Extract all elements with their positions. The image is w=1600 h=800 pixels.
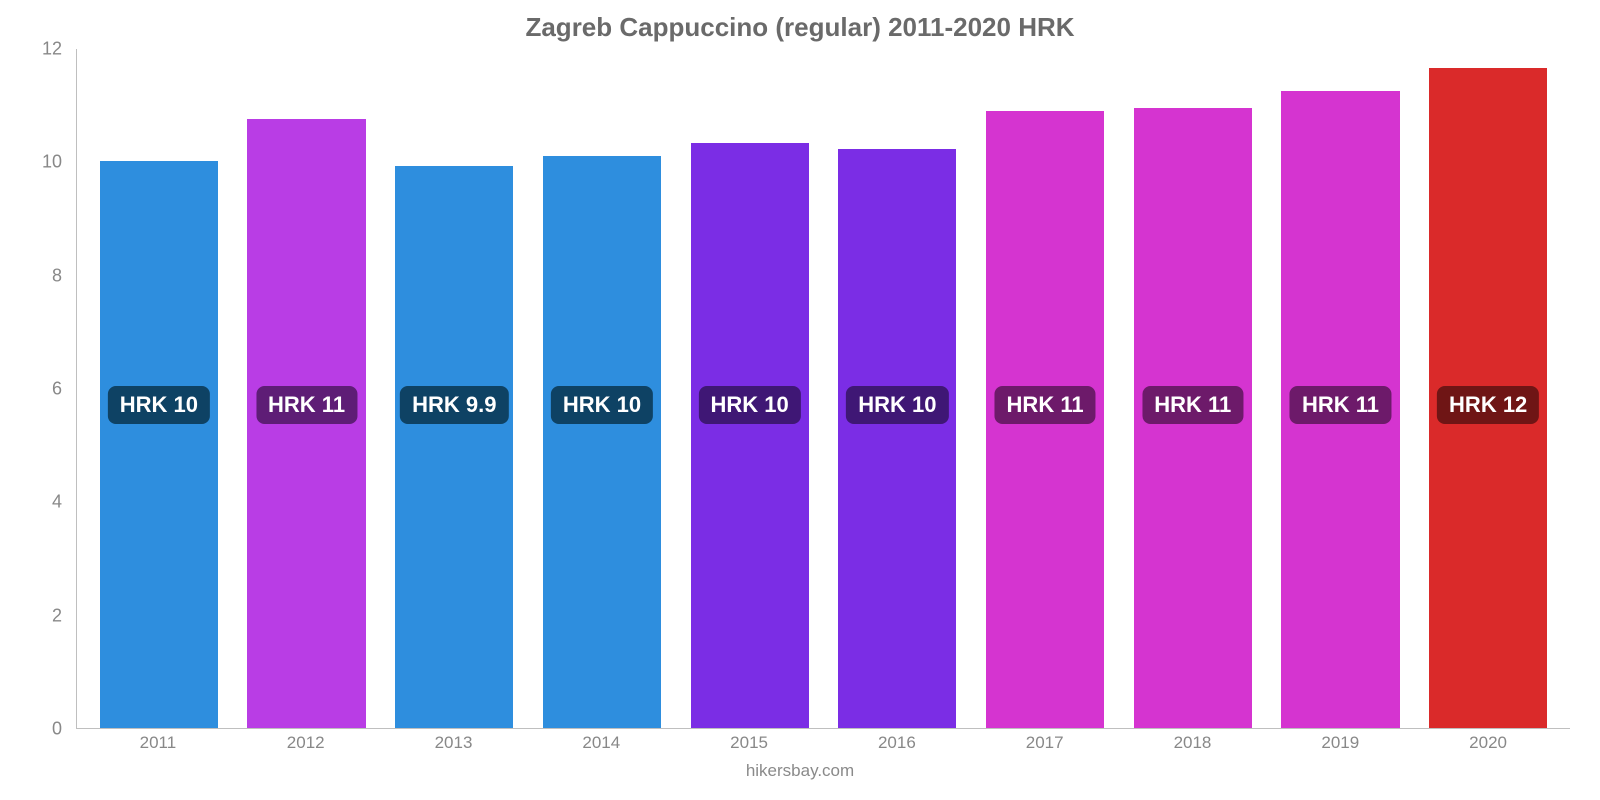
bar-value-label: HRK 12	[1437, 386, 1539, 424]
bar: HRK 10	[838, 149, 956, 728]
bar-slot: HRK 11	[1267, 49, 1415, 728]
source-label: hikersbay.com	[746, 761, 854, 781]
bar-value-label: HRK 10	[108, 386, 210, 424]
bar: HRK 11	[986, 111, 1104, 728]
x-tick: 2019	[1266, 733, 1414, 753]
chart-container: 024681012 HRK 10HRK 11HRK 9.9HRK 10HRK 1…	[20, 49, 1580, 759]
bar-slot: HRK 11	[1119, 49, 1267, 728]
bar: HRK 10	[543, 156, 661, 728]
bar: HRK 11	[1281, 91, 1399, 729]
bar-slot: HRK 10	[676, 49, 824, 728]
y-tick: 10	[42, 152, 62, 173]
plot-area: HRK 10 HRK 11 HRK 9.9 HRK 10 HRK 10 HRK 10 HRK…	[76, 49, 1570, 729]
y-tick: 8	[52, 265, 62, 286]
x-tick: 2011	[84, 733, 232, 753]
x-tick: 2016	[823, 733, 971, 753]
bar-value-label: HRK 10	[846, 386, 948, 424]
x-tick: 2013	[380, 733, 528, 753]
x-tick: 2015	[675, 733, 823, 753]
y-axis: 024681012	[20, 49, 70, 729]
bar: HRK 10	[691, 143, 809, 728]
bar: HRK 9.9	[395, 166, 513, 728]
x-tick: 2017	[971, 733, 1119, 753]
y-tick: 0	[52, 719, 62, 740]
x-tick: 2012	[232, 733, 380, 753]
x-tick: 2018	[1119, 733, 1267, 753]
bar-slot: HRK 11	[233, 49, 381, 728]
chart-title: Zagreb Cappuccino (regular) 2011-2020 HR…	[525, 12, 1074, 43]
y-tick: 2	[52, 605, 62, 626]
bar-slot: HRK 11	[971, 49, 1119, 728]
y-tick: 4	[52, 492, 62, 513]
bar-value-label: HRK 11	[995, 386, 1096, 424]
x-axis: 2011201220132014201520162017201820192020	[76, 733, 1570, 753]
bar-value-label: HRK 11	[256, 386, 357, 424]
bar-value-label: HRK 11	[1142, 386, 1243, 424]
bar-value-label: HRK 10	[699, 386, 801, 424]
x-tick: 2020	[1414, 733, 1562, 753]
bar-slot: HRK 12	[1414, 49, 1562, 728]
y-tick: 6	[52, 379, 62, 400]
bar: HRK 11	[247, 119, 365, 728]
bar: HRK 12	[1429, 68, 1547, 728]
bar: HRK 10	[100, 161, 218, 728]
bar-value-label: HRK 9.9	[400, 386, 508, 424]
bar-value-label: HRK 10	[551, 386, 653, 424]
x-tick: 2014	[527, 733, 675, 753]
bar: HRK 11	[1134, 108, 1252, 729]
y-tick: 12	[42, 39, 62, 60]
bar-slot: HRK 10	[824, 49, 972, 728]
bar-slot: HRK 9.9	[380, 49, 528, 728]
bar-slot: HRK 10	[528, 49, 676, 728]
bar-value-label: HRK 11	[1290, 386, 1391, 424]
bar-slot: HRK 10	[85, 49, 233, 728]
bars-layer: HRK 10 HRK 11 HRK 9.9 HRK 10 HRK 10 HRK 10 HRK…	[77, 49, 1570, 728]
